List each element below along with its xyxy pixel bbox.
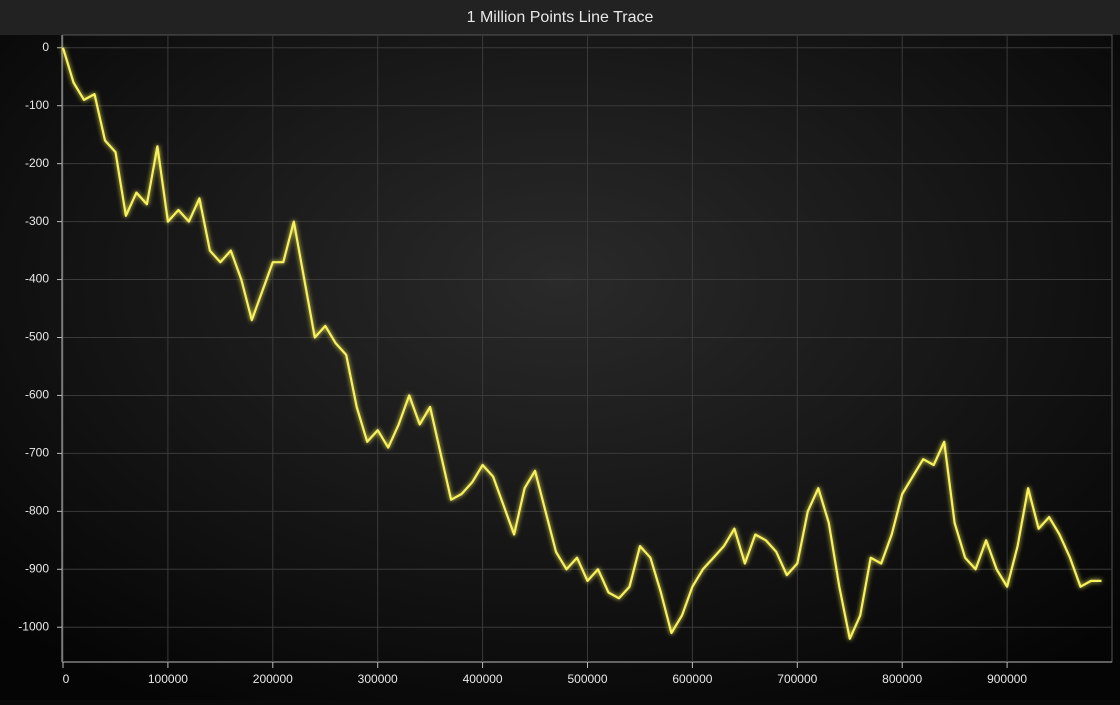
y-tick-label: -400 [25, 272, 49, 286]
chart-title: 1 Million Points Line Trace [467, 9, 654, 26]
x-tick-label: 100000 [148, 672, 188, 686]
x-tick-label: 600000 [672, 672, 712, 686]
y-tick-label: -1000 [18, 619, 49, 633]
x-tick-label: 300000 [358, 672, 398, 686]
x-tick-label: 0 [63, 672, 70, 686]
y-tick-label: -300 [25, 214, 49, 228]
y-tick-label: -800 [25, 504, 49, 518]
line-trace [61, 47, 1102, 640]
x-tick-label: 500000 [567, 672, 607, 686]
y-tick-label: -100 [25, 98, 49, 112]
x-tick-label: 400000 [463, 672, 503, 686]
y-tick-label: -900 [25, 561, 49, 575]
title-bar [0, 0, 1120, 35]
y-tick-label: -500 [25, 330, 49, 344]
y-tick-label: -600 [25, 388, 49, 402]
y-tick-label: 0 [42, 40, 49, 54]
x-tick-label: 700000 [777, 672, 817, 686]
x-tick-label: 800000 [882, 672, 922, 686]
y-tick-label: -700 [25, 446, 49, 460]
x-tick-label: 200000 [253, 672, 293, 686]
y-tick-label: -200 [25, 156, 49, 170]
x-tick-label: 900000 [987, 672, 1027, 686]
